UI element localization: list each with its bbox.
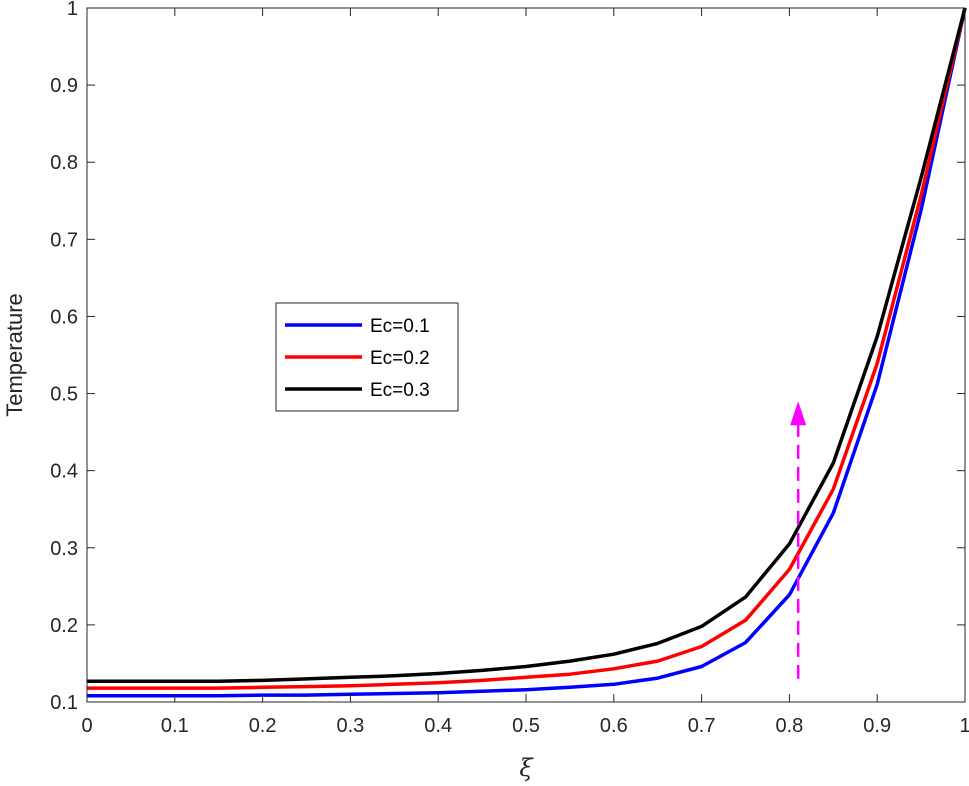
x-tick-label: 0 — [81, 715, 92, 737]
series-layer — [87, 7, 967, 698]
x-tick-label: 0.3 — [336, 715, 364, 737]
series-line-2 — [87, 7, 967, 690]
x-tick-label: 0.7 — [688, 715, 716, 737]
plot-area — [87, 8, 965, 702]
legend: Ec=0.1 Ec=0.2 Ec=0.3 — [275, 302, 459, 412]
x-tick-label: 0.2 — [249, 715, 277, 737]
y-tick-label: 0.3 — [50, 538, 78, 560]
annotation-layer — [790, 401, 807, 679]
y-tick-label: 0.9 — [50, 75, 78, 97]
x-tick-label: 0.1 — [161, 715, 189, 737]
annotation-arrow-head — [790, 401, 807, 426]
y-tick-label: 1 — [67, 0, 78, 20]
legend-entry-label: Ec=0.3 — [370, 380, 430, 401]
y-axis-label: Temperature — [2, 293, 27, 417]
x-tick-label: 0.8 — [775, 715, 803, 737]
y-axis-ticks: 0.1 0.2 0.3 0.4 0.5 0.6 0.7 0.8 0.9 1 — [50, 0, 965, 714]
x-tick-label: 0.6 — [600, 715, 628, 737]
series-line-3 — [87, 7, 967, 683]
x-tick-label: 0.4 — [424, 715, 452, 737]
series-line-1 — [87, 7, 967, 698]
y-tick-label: 0.7 — [50, 229, 78, 251]
x-axis-label: ξ — [519, 754, 534, 782]
x-tick-label: 0.9 — [863, 715, 891, 737]
y-tick-label: 0.2 — [50, 615, 78, 637]
y-tick-label: 0.5 — [50, 384, 78, 406]
x-tick-label: 0.5 — [512, 715, 540, 737]
y-tick-label: 0.6 — [50, 306, 78, 328]
legend-entry-label: Ec=0.2 — [370, 348, 430, 369]
x-tick-label: 1 — [959, 715, 969, 737]
legend-entry-label: Ec=0.1 — [370, 316, 430, 337]
y-tick-label: 0.1 — [50, 692, 78, 714]
plot-background — [87, 8, 965, 702]
y-tick-label: 0.4 — [50, 461, 78, 483]
y-tick-label: 0.8 — [50, 152, 78, 174]
x-axis-ticks: 0 0.1 0.2 0.3 0.4 0.5 0.6 0.7 0.8 0.9 1 — [81, 8, 969, 737]
